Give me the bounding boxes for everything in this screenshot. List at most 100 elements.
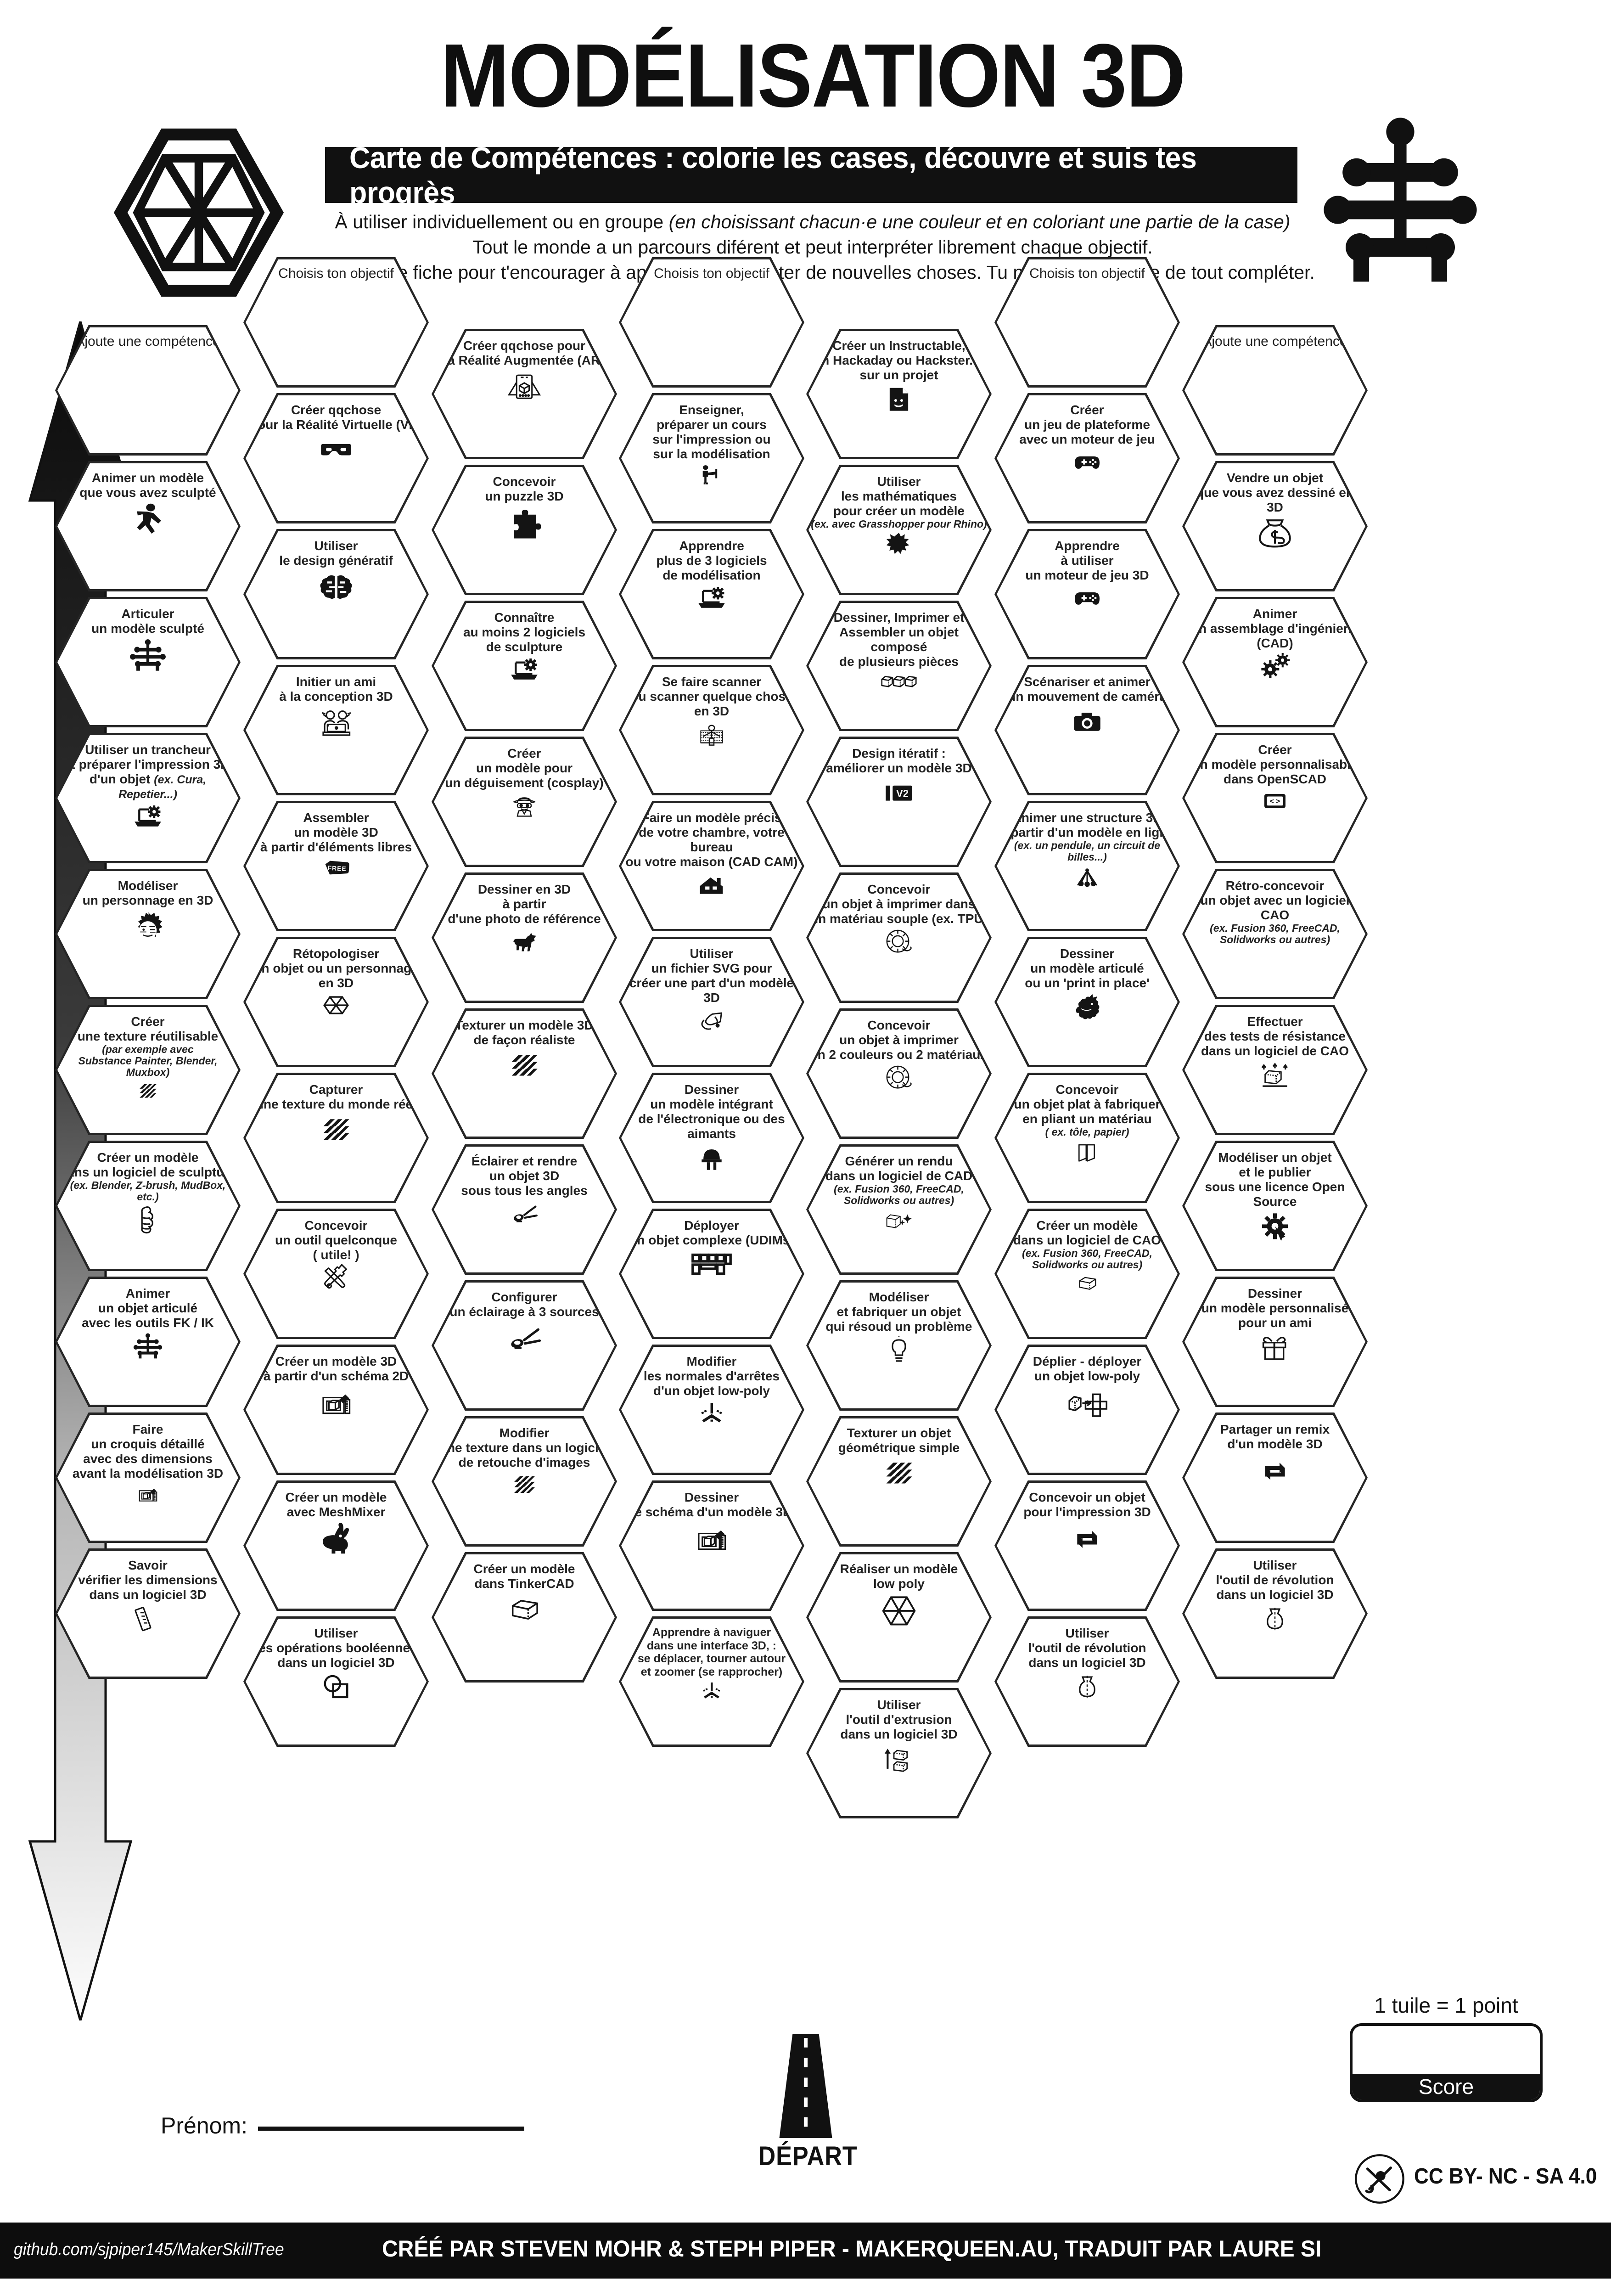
skill-hex-body: Scénariser et animer un mouvement de cam… bbox=[997, 667, 1178, 793]
github-link[interactable]: github.com/sjpiper145/MakerSkillTree bbox=[14, 2240, 284, 2259]
skill-hex-c4-7[interactable]: Dessiner un modèle intégrant de l'électr… bbox=[619, 1073, 804, 1203]
skill-hex-label: Créer un modèle pour un déguisement (cos… bbox=[445, 746, 604, 790]
skill-hex-c7-9[interactable]: Partager un remix d'un modèle 3D bbox=[1182, 1412, 1368, 1543]
skill-hex-body: Animer un assemblage d'ingénierie (CAD) bbox=[1184, 599, 1365, 725]
skill-hex-c6-2[interactable]: Créer un jeu de plateforme avec un moteu… bbox=[994, 393, 1180, 523]
skill-hex-c7-7[interactable]: Modéliser un objet et le publier sous un… bbox=[1182, 1141, 1368, 1271]
skill-hex-c6-8[interactable]: Créer un modèle dans un logiciel de CAO(… bbox=[994, 1209, 1180, 1339]
skill-hex-c6-9[interactable]: Déplier - déployer un objet low-poly bbox=[994, 1345, 1180, 1475]
skill-hex-c1-7[interactable]: Créer un modèle dans un logiciel de scul… bbox=[55, 1141, 241, 1271]
skill-hex-c5-7[interactable]: Générer un rendu dans un logiciel de CAD… bbox=[806, 1144, 992, 1275]
skill-hex-c3-5[interactable]: Dessiner en 3D à partir d'une photo de r… bbox=[432, 872, 617, 1003]
skill-hex-c2-11[interactable]: Utiliser les opérations booléennes dans … bbox=[243, 1616, 429, 1747]
page-title: MODÉLISATION 3D bbox=[440, 25, 1186, 126]
skill-hex-c2-7[interactable]: Capturer une texture du monde réel bbox=[243, 1073, 429, 1203]
skill-hex-c6-3[interactable]: Apprendre à utiliser un moteur de jeu 3D bbox=[994, 529, 1180, 659]
skill-hex-c4-2[interactable]: Enseigner, préparer un cours sur l'impre… bbox=[619, 393, 804, 523]
house-icon bbox=[696, 871, 727, 898]
skill-hex-c1-3[interactable]: Articuler un modèle sculpté bbox=[55, 597, 241, 727]
skill-hex-c5-11[interactable]: Utiliser l'outil d'extrusion dans un log… bbox=[806, 1688, 992, 1818]
skill-hex-c5-10[interactable]: Réaliser un modèle low poly bbox=[806, 1552, 992, 1683]
skill-hex-c1-4[interactable]: Utiliser un trancheur & préparer l'impre… bbox=[55, 733, 241, 863]
skill-hex-c2-10[interactable]: Créer un modèle avec MeshMixer bbox=[243, 1480, 429, 1611]
skill-hex-c6-1[interactable]: Choisis ton objectif bbox=[994, 257, 1180, 388]
skill-hex-c2-2[interactable]: Créer qqchose pour la Réalité Virtuelle … bbox=[243, 393, 429, 523]
skill-hex-c1-5[interactable]: Modéliser un personnage en 3D bbox=[55, 869, 241, 999]
skill-hex-c2-6[interactable]: Rétopologiser un objet ou un personnage … bbox=[243, 937, 429, 1067]
skill-hex-c7-1[interactable]: Ajoute une compétence bbox=[1182, 325, 1368, 456]
skill-hex-c1-2[interactable]: Animer un modèle que vous avez sculpté bbox=[55, 461, 241, 591]
skill-hex-c6-7[interactable]: Concevoir un objet plat à fabriquer en p… bbox=[994, 1073, 1180, 1203]
skill-hex-c4-6[interactable]: Utiliser un fichier SVG pour créer une p… bbox=[619, 937, 804, 1067]
skill-hex-c7-10[interactable]: Utiliser l'outil de révolution dans un l… bbox=[1182, 1548, 1368, 1679]
skill-hex-c4-11[interactable]: Apprendre à naviguer dans une interface … bbox=[619, 1616, 804, 1747]
skill-hex-c7-8[interactable]: Dessiner un modèle personnalisé pour un … bbox=[1182, 1277, 1368, 1407]
skill-hex-label: Générer un rendu dans un logiciel de CAD… bbox=[810, 1154, 988, 1206]
skill-hex-c6-6[interactable]: Dessiner un modèle articulé ou un 'print… bbox=[994, 937, 1180, 1067]
skill-hex-c5-2[interactable]: Utiliser les mathématiques pour créer un… bbox=[806, 465, 992, 595]
skill-hex-c3-7[interactable]: Éclairer et rendre un objet 3D sous tous… bbox=[432, 1144, 617, 1275]
skill-hex-c4-9[interactable]: Modifier les normales d'arrêtes d'un obj… bbox=[619, 1345, 804, 1475]
skill-hex-c7-3[interactable]: Animer un assemblage d'ingénierie (CAD) bbox=[1182, 597, 1368, 727]
skill-hex-body: Dessiner, Imprimer et Assembler un objet… bbox=[808, 603, 989, 729]
skill-hex-c1-9[interactable]: Faire un croquis détaillé avec des dimen… bbox=[55, 1412, 241, 1543]
skill-hex-c4-5[interactable]: Faire un modèle précis de votre chambre,… bbox=[619, 801, 804, 931]
skill-hex-c5-8[interactable]: Modéliser et fabriquer un objet qui réso… bbox=[806, 1280, 992, 1411]
skill-hex-label: Modéliser un objet et le publier sous un… bbox=[1205, 1150, 1345, 1209]
skill-hex-c1-1[interactable]: Ajoute une compétence bbox=[55, 325, 241, 456]
skill-hex-c1-6[interactable]: Créer une texture réutilisable (par exemp… bbox=[55, 1005, 241, 1135]
skill-hex-c7-6[interactable]: Effectuer des tests de résistance dans u… bbox=[1182, 1005, 1368, 1135]
skill-hex-c5-1[interactable]: Créer un Instructable, un Hackaday ou Ha… bbox=[806, 329, 992, 459]
skill-hex-c6-10[interactable]: Concevoir un objet pour l'impression 3D bbox=[994, 1480, 1180, 1611]
score-panel: 1 tuile = 1 point Score bbox=[1350, 1993, 1543, 2102]
skill-hex-label: Concevoir un objet plat à fabriquer en p… bbox=[999, 1082, 1176, 1138]
skill-hex-c3-9[interactable]: Modifier une texture dans un logiciel de… bbox=[432, 1416, 617, 1547]
skill-hex-c6-4[interactable]: Scénariser et animer un mouvement de cam… bbox=[994, 665, 1180, 795]
skill-hex-c5-6[interactable]: Concevoir un objet à imprimer en 2 coule… bbox=[806, 1008, 992, 1139]
skill-hex-c3-1[interactable]: Créer qqchose pour la Réalité Augmentée … bbox=[432, 329, 617, 459]
skill-hex-c5-9[interactable]: Texturer un objet géométrique simple bbox=[806, 1416, 992, 1547]
skill-hex-c4-10[interactable]: Dessiner le schéma d'un modèle 3D bbox=[619, 1480, 804, 1611]
repost-arrows-icon bbox=[1256, 1453, 1294, 1486]
skill-hex-c2-1[interactable]: Choisis ton objectif bbox=[243, 257, 429, 388]
skill-hex-c4-8[interactable]: Déployer un objet complexe (UDIMs) bbox=[619, 1209, 804, 1339]
skill-hex-c2-9[interactable]: Créer un modèle 3D à partir d'un schéma … bbox=[243, 1345, 429, 1475]
skill-hex-body: Utiliser l'outil d'extrusion dans un log… bbox=[808, 1690, 989, 1816]
skill-hex-c2-4[interactable]: Initier un ami à la conception 3D bbox=[243, 665, 429, 795]
skill-hex-c3-4[interactable]: Créer un modèle pour un déguisement (cos… bbox=[432, 737, 617, 867]
skill-hex-c4-3[interactable]: Apprendre plus de 3 logiciels de modélis… bbox=[619, 529, 804, 659]
skill-hex-c6-11[interactable]: Utiliser l'outil de révolution dans un l… bbox=[994, 1616, 1180, 1747]
skill-hex-c5-3[interactable]: Dessiner, Imprimer et Assembler un objet… bbox=[806, 601, 992, 731]
skill-hex-example: (ex. Blender, Z-brush, MudBox, etc.) bbox=[70, 1179, 226, 1203]
skill-hex-body: Créer un Instructable, un Hackaday ou Ha… bbox=[808, 331, 989, 457]
dog-icon bbox=[508, 928, 540, 954]
skill-hex-c2-3[interactable]: Utiliser le design génératif bbox=[243, 529, 429, 659]
skill-hex-c1-10[interactable]: Savoir vérifier les dimensions dans un l… bbox=[55, 1548, 241, 1679]
skill-hex-c2-5[interactable]: Assembler un modèle 3D à partir d'élémen… bbox=[243, 801, 429, 931]
skill-hex-c3-10[interactable]: Créer un modèle dans TinkerCAD bbox=[432, 1552, 617, 1683]
skill-hex-c3-3[interactable]: Connaître au moins 2 logiciels de sculpt… bbox=[432, 601, 617, 731]
skill-hex-body: Concevoir un objet à imprimer en 2 coule… bbox=[808, 1011, 989, 1137]
skill-hex-label: Configurer un éclairage à 3 sources bbox=[449, 1290, 599, 1319]
skill-hex-c5-4[interactable]: Design itératif : améliorer un modèle 3D… bbox=[806, 737, 992, 867]
name-input[interactable] bbox=[258, 2127, 525, 2131]
body-scan-icon bbox=[696, 720, 728, 749]
skill-hex-body: Déplier - déployer un objet low-poly bbox=[997, 1347, 1178, 1473]
skill-hex-c3-8[interactable]: Configurer un éclairage à 3 sources bbox=[432, 1280, 617, 1411]
skill-hex-c7-4[interactable]: Créer un modèle personnalisable dans Ope… bbox=[1182, 733, 1368, 863]
score-input[interactable] bbox=[1353, 2026, 1540, 2074]
skill-hex-c5-5[interactable]: Concevoir un objet à imprimer dans un ma… bbox=[806, 872, 992, 1003]
skill-hex-c2-8[interactable]: Concevoir un outil quelconque ( utile! ) bbox=[243, 1209, 429, 1339]
skill-hex-c1-8[interactable]: Animer un objet articulé avec les outils… bbox=[55, 1277, 241, 1407]
skill-hex-c3-2[interactable]: Concevoir un puzzle 3D bbox=[432, 465, 617, 595]
skill-hex-c6-5[interactable]: Animer une structure 3D à partir d'un mo… bbox=[994, 801, 1180, 931]
skill-hex-c3-6[interactable]: Texturer un modèle 3D de façon réaliste bbox=[432, 1008, 617, 1139]
skill-hex-c4-1[interactable]: Choisis ton objectif bbox=[619, 257, 804, 388]
puzzle-icon bbox=[505, 506, 543, 540]
dragon-icon bbox=[1072, 992, 1103, 1022]
skill-hex-c4-4[interactable]: Se faire scanner ou scanner quelque chos… bbox=[619, 665, 804, 795]
skill-hex-body: Créer un modèle dans un logiciel de scul… bbox=[57, 1143, 238, 1269]
skill-hex-body: Dessiner un modèle personnalisé pour un … bbox=[1184, 1279, 1365, 1405]
skill-hex-c7-5[interactable]: Rétro-concevoir un objet avec un logicie… bbox=[1182, 869, 1368, 999]
skill-hex-c7-2[interactable]: Vendre un objet que vous avez dessiné en… bbox=[1182, 461, 1368, 591]
